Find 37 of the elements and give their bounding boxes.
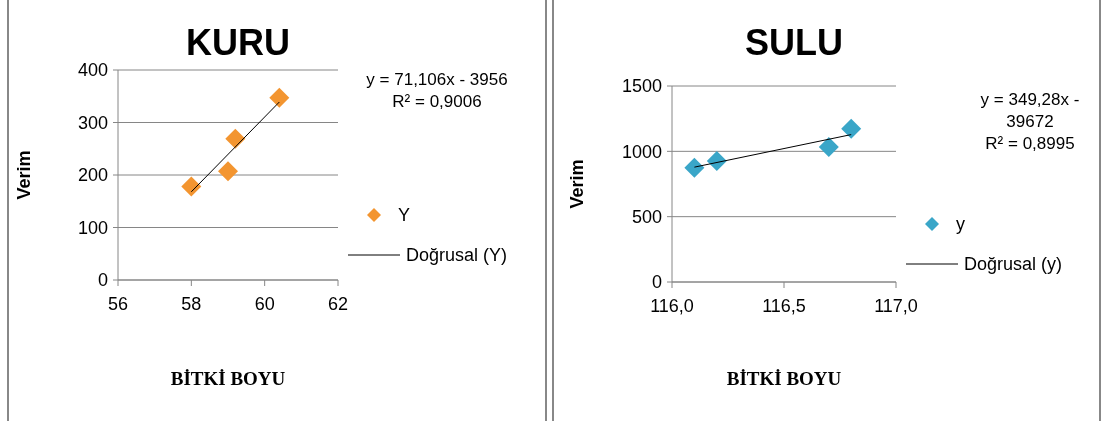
point	[181, 176, 202, 197]
text: R² = 0,8995	[985, 134, 1075, 153]
y-tick-label: 300	[77, 112, 108, 133]
x-tick-label: 117,0	[874, 296, 918, 316]
text: y = 71,106x - 3956	[366, 70, 508, 89]
chart-title: SULU	[745, 22, 843, 63]
x-tick-label: 58	[181, 294, 202, 314]
y-axis-title: Verim	[14, 150, 34, 200]
x-tick-label: 56	[107, 294, 129, 314]
y-tick-label: 100	[77, 217, 108, 238]
x-tick-label: 116,0	[650, 296, 694, 316]
y-tick-label: 1500	[621, 76, 662, 97]
point	[225, 128, 246, 149]
legend-label: Doğrusal (y)	[964, 254, 1063, 275]
x-tick-label: 116,5	[762, 296, 806, 316]
point	[684, 157, 705, 178]
x-axis-title: BİTKİ BOYU	[170, 368, 286, 389]
point	[218, 161, 238, 182]
y-tick-label: 0	[651, 272, 662, 293]
y-tick-label: 1000	[621, 141, 662, 162]
x-axis-title: BİTKİ BOYU	[726, 368, 842, 389]
legend-label: Doğrusal (Y)	[406, 245, 508, 266]
text: y = 349,28x - 39672	[980, 90, 1080, 131]
text: R² = 0,9006	[392, 92, 482, 111]
y-tick-label: 200	[77, 165, 108, 186]
point	[818, 137, 839, 158]
legend-label: y	[956, 214, 965, 235]
legend-label: Y	[398, 205, 411, 226]
y-tick-label: 0	[97, 270, 108, 291]
point	[269, 87, 290, 108]
y-axis-title: Verim	[567, 159, 587, 209]
y-tick-label: 500	[631, 206, 662, 227]
x-tick-label: 62	[327, 294, 349, 314]
y-tick-label: 400	[77, 60, 108, 81]
point	[841, 118, 862, 139]
chart-title: KURU	[186, 22, 290, 63]
x-tick-label: 60	[254, 294, 275, 314]
